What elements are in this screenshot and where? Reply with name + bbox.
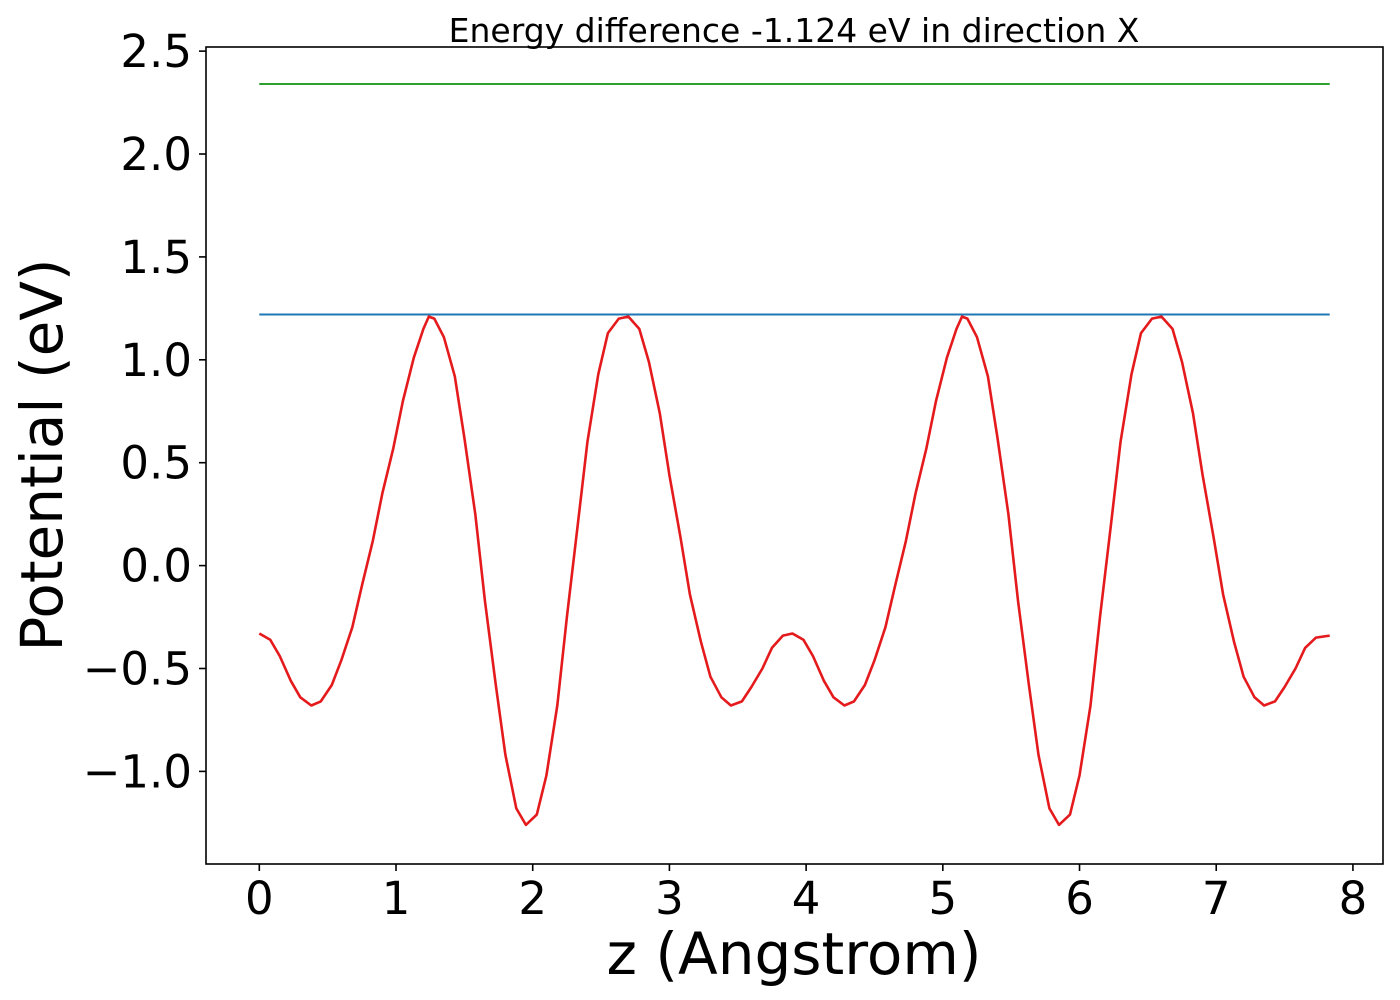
x-tick-label: 8 bbox=[1339, 872, 1368, 925]
y-tick-label: −0.5 bbox=[83, 642, 192, 695]
x-tick-label: 4 bbox=[792, 872, 821, 925]
x-tick-label: 5 bbox=[929, 872, 958, 925]
y-axis-label: Potential (eV) bbox=[8, 258, 76, 651]
y-tick-label: 0.0 bbox=[120, 540, 192, 593]
plot-frame bbox=[205, 46, 1384, 865]
y-tick-label: 2.0 bbox=[120, 128, 192, 181]
y-tick-label: 1.5 bbox=[120, 231, 192, 284]
y-tick-label: 0.5 bbox=[120, 437, 192, 490]
y-tick-label: −1.0 bbox=[83, 745, 192, 798]
x-tick-label: 2 bbox=[518, 872, 547, 925]
series-layer bbox=[258, 83, 1330, 827]
x-tick-label: 7 bbox=[1202, 872, 1231, 925]
series-line-2 bbox=[258, 315, 1330, 827]
x-tick-label: 3 bbox=[655, 872, 684, 925]
x-axis-ticks: 0 1 2 3 4 5 6 7 8 bbox=[245, 864, 1367, 925]
y-axis-ticks: −1.0 −0.5 0.0 0.5 1.0 1.5 2.0 2.5 bbox=[83, 25, 206, 798]
x-tick-label: 1 bbox=[382, 872, 411, 925]
chart-title: Energy difference -1.124 eV in direction… bbox=[449, 11, 1140, 50]
x-tick-label: 6 bbox=[1065, 872, 1094, 925]
y-tick-label: 1.0 bbox=[120, 334, 192, 387]
y-tick-label: 2.5 bbox=[120, 25, 192, 78]
x-tick-label: 0 bbox=[245, 872, 274, 925]
x-axis-label: z (Angstrom) bbox=[607, 920, 982, 988]
